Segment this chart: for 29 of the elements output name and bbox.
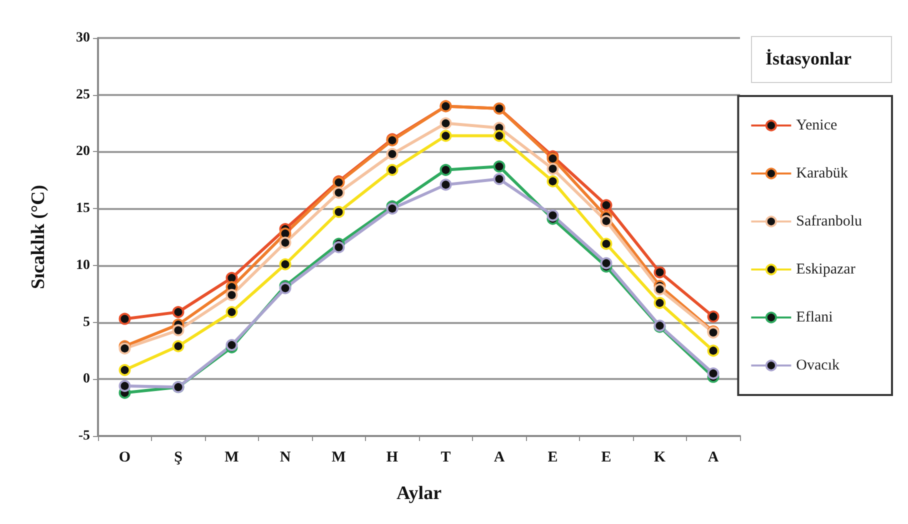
x-tick-label: H bbox=[386, 450, 398, 466]
legend-label: Yenice bbox=[796, 118, 838, 134]
x-tick-label: M bbox=[224, 450, 239, 466]
y-tick-label: 15 bbox=[76, 201, 90, 216]
y-axis-title: Sıcaklık (°C) bbox=[28, 184, 49, 290]
legend-label: Ovacık bbox=[796, 358, 840, 374]
x-tick-label: E bbox=[548, 450, 558, 466]
y-tick-label: 25 bbox=[76, 87, 90, 102]
legend-label: Eskipazar bbox=[796, 262, 856, 278]
y-tick-label: 20 bbox=[76, 144, 90, 160]
legend-title: İstasyonlar bbox=[766, 48, 852, 68]
legend-label: Eflani bbox=[796, 310, 833, 326]
x-axis-title: Aylar bbox=[396, 483, 442, 504]
x-tick-label: O bbox=[118, 450, 131, 466]
y-tick-label: 5 bbox=[83, 314, 90, 330]
y-tick-label: 10 bbox=[76, 258, 90, 273]
legend-label: Safranbolu bbox=[796, 214, 862, 230]
x-tick-label: N bbox=[280, 450, 291, 466]
x-tick-label: Ş bbox=[174, 450, 182, 466]
y-tick-label: -5 bbox=[78, 428, 90, 444]
y-tick-label: 30 bbox=[76, 30, 90, 46]
x-tick-label: T bbox=[440, 450, 451, 466]
x-tick-label: K bbox=[654, 450, 666, 466]
x-tick-label: E bbox=[601, 450, 612, 466]
legend-label: Karabük bbox=[796, 166, 848, 182]
x-tick-label: M bbox=[332, 450, 346, 466]
x-tick-label: A bbox=[494, 450, 505, 466]
y-tick-label: 0 bbox=[83, 372, 90, 387]
x-tick-label: A bbox=[708, 450, 719, 466]
